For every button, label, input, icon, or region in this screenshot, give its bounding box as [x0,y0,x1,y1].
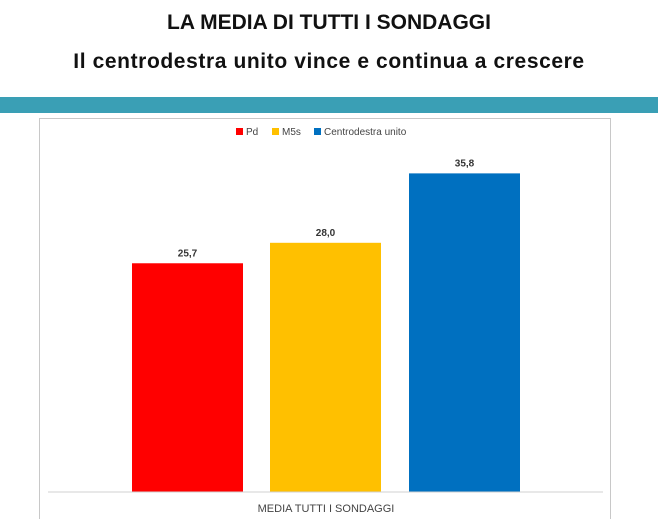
legend-swatch-2 [314,128,321,135]
legend-swatch-1 [272,128,279,135]
bar-2 [409,173,520,492]
legend-label-1: M5s [282,127,301,138]
page-subtitle: Il centrodestra unito vince e continua a… [73,50,585,73]
bar-value-label-0: 25,7 [178,248,198,259]
bar-value-label-2: 35,8 [455,158,475,169]
legend-label-0: Pd [246,127,258,138]
bar-0 [132,263,243,492]
accent-band [0,97,658,113]
bar-1 [270,242,381,492]
bar-value-label-1: 28,0 [316,228,336,239]
legend-label-2: Centrodestra unito [324,127,407,138]
legend-swatch-0 [236,128,243,135]
page-title: LA MEDIA DI TUTTI I SONDAGGI [167,11,491,34]
x-tick-label: MEDIA TUTTI I SONDAGGI [258,503,395,515]
